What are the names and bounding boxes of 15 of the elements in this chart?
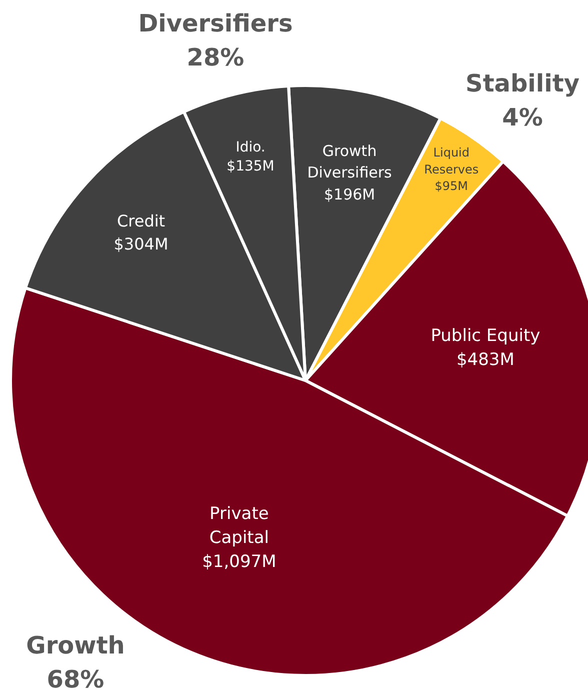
slice-label: Growth Diversifiers — [307, 142, 392, 182]
data-label: $1,097M — [202, 552, 276, 572]
data-label: $196M — [324, 185, 376, 204]
text: Stability 4% — [466, 70, 580, 132]
slice-label: Liquid Reserves — [424, 146, 479, 176]
slice-label: Credit — [116, 212, 166, 231]
data-label: $95M — [434, 179, 468, 194]
data-label: $304M — [114, 234, 168, 254]
slice-label: Public Equity — [430, 326, 540, 346]
data-label: $483M — [456, 350, 514, 370]
slice-label: Private Capital — [209, 504, 269, 548]
text: Diversifiers 28% — [138, 10, 293, 72]
text: Growth 68% — [26, 632, 125, 694]
data-label: $135M — [226, 158, 274, 175]
slice-label: Idio. — [236, 139, 266, 156]
